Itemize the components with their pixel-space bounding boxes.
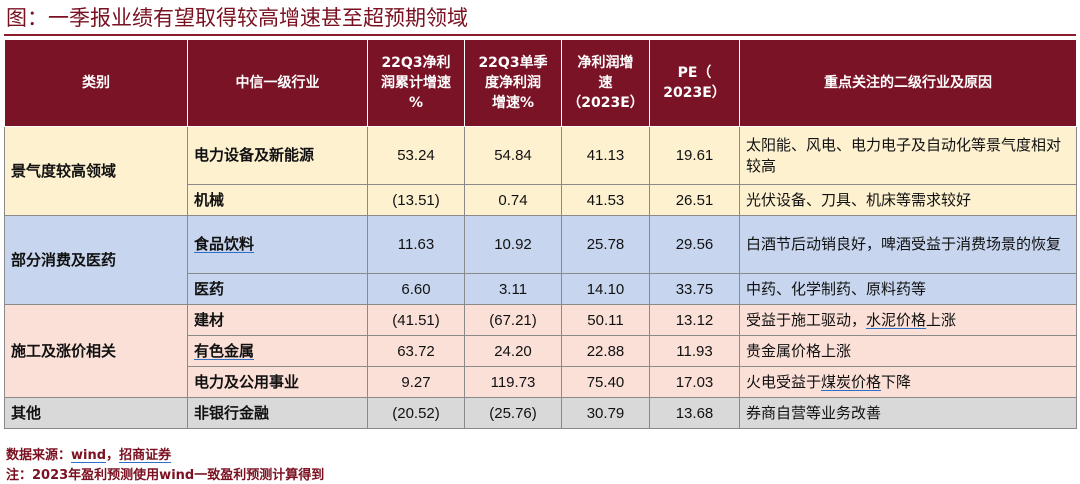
profit-growth-cell: 30.79 <box>561 397 650 429</box>
quarter-growth-cell: 0.74 <box>464 184 562 216</box>
header-cum-growth: 22Q3净利 润累计增速 % <box>367 39 465 127</box>
cum-growth-cell: 11.63 <box>367 215 465 274</box>
reason-cell: 光伏设备、刀具、机床等需求较好 <box>739 184 1077 216</box>
quarter-growth-cell: 10.92 <box>464 215 562 274</box>
header-category: 类别 <box>4 39 188 127</box>
industry-cell: 电力及公用事业 <box>187 366 368 398</box>
reason-cell: 贵金属价格上涨 <box>739 335 1077 367</box>
industry-cell: 非银行金融 <box>187 397 368 429</box>
category-cell: 施工及涨价相关 <box>4 304 188 398</box>
reason-cell: 太阳能、风电、电力电子及自动化等景气度相对较高 <box>739 126 1077 185</box>
header-reason: 重点关注的二级行业及原因 <box>739 39 1077 127</box>
pe-cell: 13.12 <box>649 304 740 336</box>
quarter-growth-cell: (67.21) <box>464 304 562 336</box>
quarter-growth-cell: 54.84 <box>464 126 562 185</box>
category-cell: 部分消费及医药 <box>4 215 188 305</box>
reason-link[interactable]: 水泥价格 <box>866 310 927 329</box>
footnote: 注：2023年盈利预测使用wind一致盈利预测计算得到 <box>6 468 325 483</box>
table-row: 医药 6.60 3.11 14.10 33.75 中药、化学制药、原料药等 <box>5 273 1077 305</box>
profit-growth-cell: 14.10 <box>561 273 650 305</box>
profit-growth-cell: 25.78 <box>561 215 650 274</box>
industry-cell: 机械 <box>187 184 368 216</box>
cum-growth-cell: (20.52) <box>367 397 465 429</box>
reason-cell: 券商自营等业务改善 <box>739 397 1077 429</box>
pe-cell: 13.68 <box>649 397 740 429</box>
header-pe: PE（ 2023E） <box>649 39 740 127</box>
profit-growth-cell: 41.53 <box>561 184 650 216</box>
pe-cell: 17.03 <box>649 366 740 398</box>
industry-cell: 电力设备及新能源 <box>187 126 368 185</box>
quarter-growth-cell: 119.73 <box>464 366 562 398</box>
header-industry: 中信一级行业 <box>187 39 368 127</box>
quarter-growth-cell: 24.20 <box>464 335 562 367</box>
industry-cell: 有色金属 <box>187 335 368 367</box>
table-row: 有色金属 63.72 24.20 22.88 11.93 贵金属价格上涨 <box>5 335 1077 367</box>
reason-cell: 受益于施工驱动，水泥价格上涨 <box>739 304 1077 336</box>
pe-cell: 19.61 <box>649 126 740 185</box>
industry-cell: 食品饮料 <box>187 215 368 274</box>
pe-cell: 26.51 <box>649 184 740 216</box>
table-row: 景气度较高领域 电力设备及新能源 53.24 54.84 41.13 19.61… <box>4 126 1077 216</box>
profit-growth-cell: 50.11 <box>561 304 650 336</box>
title-divider <box>4 34 1076 36</box>
cum-growth-cell: 63.72 <box>367 335 465 367</box>
industry-link[interactable]: 有色金属 <box>194 341 255 360</box>
industry-cell: 建材 <box>187 304 368 336</box>
profit-growth-cell: 22.88 <box>561 335 650 367</box>
industry-table: 类别 中信一级行业 22Q3净利 润累计增速 % 22Q3单季 度净利润 增速%… <box>4 39 1077 429</box>
industry-link[interactable]: 食品饮料 <box>194 235 255 253</box>
pe-cell: 11.93 <box>649 335 740 367</box>
table-header-row: 类别 中信一级行业 22Q3净利 润累计增速 % 22Q3单季 度净利润 增速%… <box>4 39 1077 127</box>
quarter-growth-cell: (25.76) <box>464 397 562 429</box>
cum-growth-cell: 9.27 <box>367 366 465 398</box>
table-row: 其他 非银行金融 (20.52) (25.76) 30.79 13.68 券商自… <box>4 397 1077 429</box>
profit-growth-cell: 75.40 <box>561 366 650 398</box>
reason-cell: 火电受益于煤炭价格下降 <box>739 366 1077 398</box>
page-title: 图：一季报业绩有望取得较高增速甚至超预期领域 <box>6 6 468 30</box>
table-row: 电力及公用事业 9.27 119.73 75.40 17.03 火电受益于煤炭价… <box>5 366 1077 398</box>
table-row: 施工及涨价相关 建材 (41.51) (67.21) 50.11 13.12 受… <box>4 304 1077 398</box>
profit-growth-cell: 41.13 <box>561 126 650 185</box>
cum-growth-cell: (41.51) <box>367 304 465 336</box>
table-row: 机械 (13.51) 0.74 41.53 26.51 光伏设备、刀具、机床等需… <box>5 184 1077 216</box>
source-note: 数据来源：wind，招商证券 <box>6 448 172 463</box>
header-profit-growth: 净利润增 速 （2023E） <box>561 39 650 127</box>
cum-growth-cell: 6.60 <box>367 273 465 305</box>
category-cell: 其他 <box>4 397 188 429</box>
reason-cell: 白酒节后动销良好，啤酒受益于消费场景的恢复 <box>739 215 1077 274</box>
cum-growth-cell: (13.51) <box>367 184 465 216</box>
source-link-wind[interactable]: wind <box>71 448 107 463</box>
pe-cell: 29.56 <box>649 215 740 274</box>
cum-growth-cell: 53.24 <box>367 126 465 185</box>
table-row: 部分消费及医药 食品饮料 11.63 10.92 25.78 29.56 白酒节… <box>4 215 1077 305</box>
header-quarter-growth: 22Q3单季 度净利润 增速% <box>464 39 562 127</box>
industry-cell: 医药 <box>187 273 368 305</box>
reason-cell: 中药、化学制药、原料药等 <box>739 273 1077 305</box>
reason-link[interactable]: 煤炭价格 <box>821 372 882 391</box>
category-cell: 景气度较高领域 <box>4 126 188 216</box>
quarter-growth-cell: 3.11 <box>464 273 562 305</box>
pe-cell: 33.75 <box>649 273 740 305</box>
source-link-broker[interactable]: 招商证券 <box>119 448 172 463</box>
